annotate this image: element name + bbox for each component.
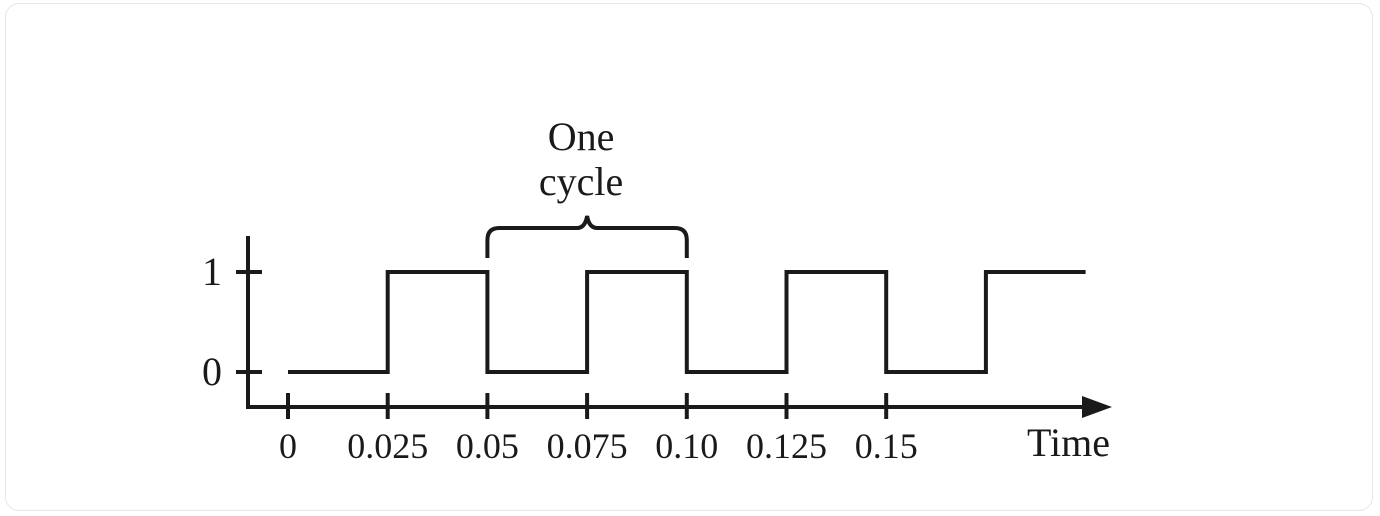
wave-series bbox=[288, 270, 1086, 374]
x-tick-label-0.025: 0.025 bbox=[347, 426, 428, 466]
annotation-line-2: cycle bbox=[539, 159, 623, 204]
x-tick-label-0.05: 0.05 bbox=[456, 426, 519, 466]
cycle-brace bbox=[485, 215, 689, 258]
square-wave-line bbox=[288, 270, 1086, 374]
axes bbox=[246, 236, 1112, 418]
x-axis-arrowhead bbox=[1082, 396, 1112, 418]
x-tick-label-0: 0 bbox=[279, 426, 297, 466]
ticks bbox=[236, 270, 889, 419]
annotation-line-1: One bbox=[548, 114, 615, 159]
x-axis-title: Time bbox=[1027, 420, 1110, 465]
x-tick-label-0.125: 0.125 bbox=[746, 426, 827, 466]
labels: 0 1 0 0.025 0.05 0.075 0.10 0.125 0.15 Time Onecyc… bbox=[202, 114, 1110, 466]
x-tick-label-0.075: 0.075 bbox=[547, 426, 628, 466]
x-tick-label-0.15: 0.15 bbox=[855, 426, 918, 466]
curly-brace bbox=[485, 215, 689, 258]
figure-frame bbox=[5, 3, 1373, 511]
x-tick-label-0.10: 0.10 bbox=[655, 426, 718, 466]
y-tick-label-0: 0 bbox=[202, 349, 222, 394]
y-tick-label-1: 1 bbox=[202, 249, 222, 294]
